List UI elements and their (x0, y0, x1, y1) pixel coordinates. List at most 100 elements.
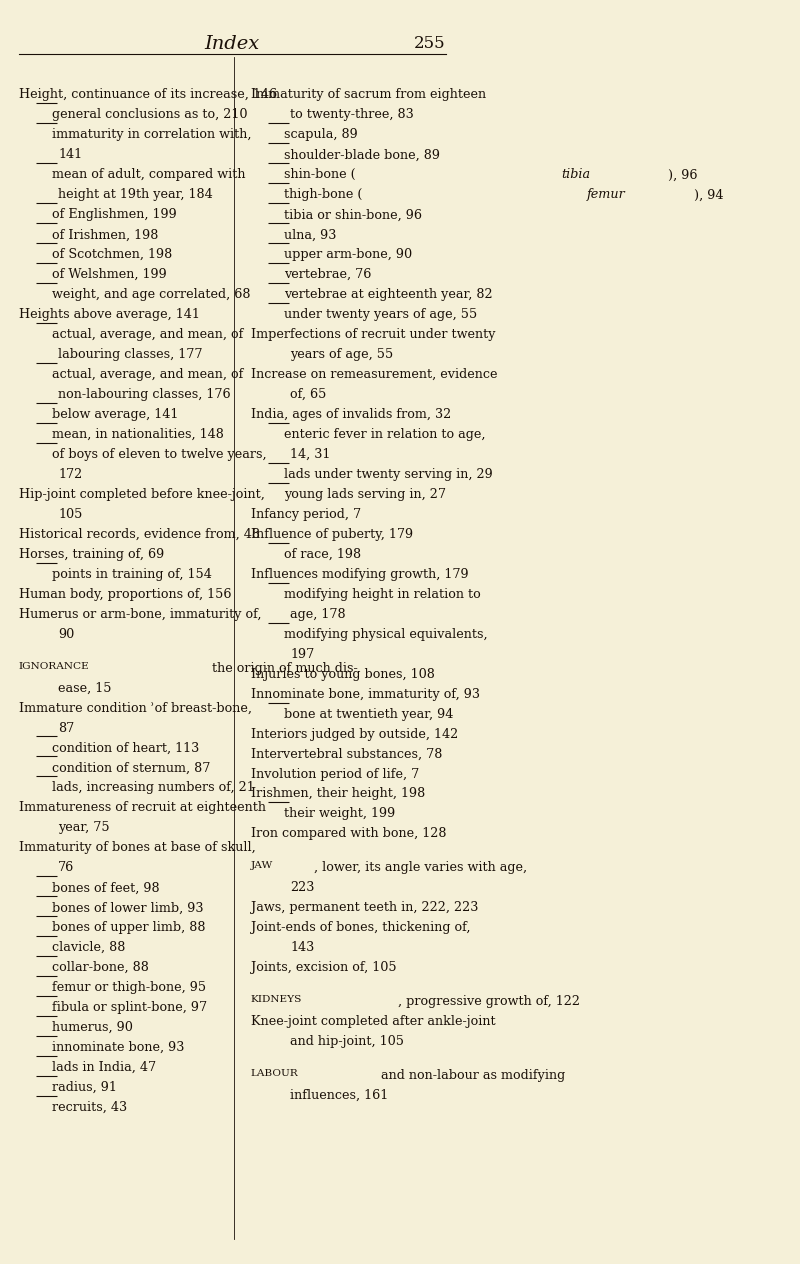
Text: , progressive growth of, 122: , progressive growth of, 122 (398, 995, 580, 1009)
Text: of Englishmen, 199: of Englishmen, 199 (52, 209, 177, 221)
Text: weight, and age correlated, 68: weight, and age correlated, 68 (52, 288, 250, 301)
Text: influences, 161: influences, 161 (290, 1090, 388, 1102)
Text: condition of heart, 113: condition of heart, 113 (52, 742, 199, 755)
Text: bones of lower limb, 93: bones of lower limb, 93 (52, 901, 203, 914)
Text: femur: femur (586, 188, 625, 201)
Text: 105: 105 (58, 508, 82, 521)
Text: height at 19th year, 184: height at 19th year, 184 (58, 188, 213, 201)
Text: Interiors judged by outside, 142: Interiors judged by outside, 142 (250, 728, 458, 741)
Text: Immaturity of sacrum from eighteen: Immaturity of sacrum from eighteen (250, 88, 486, 101)
Text: general conclusions as to, 210: general conclusions as to, 210 (52, 109, 247, 121)
Text: and hip-joint, 105: and hip-joint, 105 (290, 1035, 404, 1048)
Text: under twenty years of age, 55: under twenty years of age, 55 (284, 308, 478, 321)
Text: condition of sternum, 87: condition of sternum, 87 (52, 761, 210, 775)
Text: points in training of, 154: points in training of, 154 (52, 568, 212, 580)
Text: 87: 87 (58, 722, 74, 734)
Text: vertebrae at eighteenth year, 82: vertebrae at eighteenth year, 82 (284, 288, 493, 301)
Text: 172: 172 (58, 468, 82, 480)
Text: IGNORANCE: IGNORANCE (18, 661, 90, 671)
Text: 223: 223 (290, 881, 314, 895)
Text: shin-bone (: shin-bone ( (284, 168, 356, 181)
Text: 141: 141 (58, 148, 82, 162)
Text: of Scotchmen, 198: of Scotchmen, 198 (52, 248, 172, 262)
Text: of race, 198: of race, 198 (284, 547, 362, 561)
Text: Heights above average, 141: Heights above average, 141 (18, 308, 199, 321)
Text: of, 65: of, 65 (290, 388, 326, 401)
Text: mean of adult, compared with: mean of adult, compared with (52, 168, 246, 181)
Text: innominate bone, 93: innominate bone, 93 (52, 1042, 184, 1054)
Text: Humerus or arm-bone, immaturity of,: Humerus or arm-bone, immaturity of, (18, 608, 261, 621)
Text: fibula or splint-bone, 97: fibula or splint-bone, 97 (52, 1001, 207, 1014)
Text: upper arm-bone, 90: upper arm-bone, 90 (284, 248, 412, 262)
Text: Hip-joint completed before knee-joint,: Hip-joint completed before knee-joint, (18, 488, 265, 501)
Text: Imperfections of recruit under twenty: Imperfections of recruit under twenty (250, 329, 495, 341)
Text: of boys of eleven to twelve years,: of boys of eleven to twelve years, (52, 447, 266, 461)
Text: years of age, 55: years of age, 55 (290, 348, 394, 362)
Text: India, ages of invalids from, 32: India, ages of invalids from, 32 (250, 408, 451, 421)
Text: Influences modifying growth, 179: Influences modifying growth, 179 (250, 568, 468, 580)
Text: Irishmen, their height, 198: Irishmen, their height, 198 (250, 787, 425, 800)
Text: Knee-joint completed after ankle-joint: Knee-joint completed after ankle-joint (250, 1015, 495, 1028)
Text: bones of upper limb, 88: bones of upper limb, 88 (52, 921, 206, 934)
Text: Index: Index (205, 35, 260, 53)
Text: Joint-ends of bones, thickening of,: Joint-ends of bones, thickening of, (250, 921, 470, 934)
Text: clavicle, 88: clavicle, 88 (52, 942, 126, 954)
Text: Horses, training of, 69: Horses, training of, 69 (18, 547, 164, 561)
Text: actual, average, and mean, of: actual, average, and mean, of (52, 368, 243, 380)
Text: to twenty-three, 83: to twenty-three, 83 (290, 109, 414, 121)
Text: shoulder-blade bone, 89: shoulder-blade bone, 89 (284, 148, 440, 162)
Text: thigh-bone (: thigh-bone ( (284, 188, 362, 201)
Text: and non-labour as modifying: and non-labour as modifying (377, 1069, 565, 1082)
Text: recruits, 43: recruits, 43 (52, 1101, 127, 1114)
Text: ), 94: ), 94 (694, 188, 723, 201)
Text: ), 96: ), 96 (668, 168, 698, 181)
Text: lads in India, 47: lads in India, 47 (52, 1060, 156, 1074)
Text: bones of feet, 98: bones of feet, 98 (52, 881, 160, 895)
Text: Intervertebral substances, 78: Intervertebral substances, 78 (250, 747, 442, 761)
Text: Injuries to young bones, 108: Injuries to young bones, 108 (250, 667, 434, 680)
Text: of Welshmen, 199: of Welshmen, 199 (52, 268, 166, 281)
Text: , lower, its angle varies with age,: , lower, its angle varies with age, (314, 861, 527, 875)
Text: 143: 143 (290, 942, 314, 954)
Text: lads under twenty serving in, 29: lads under twenty serving in, 29 (284, 468, 493, 480)
Text: Immatureness of recruit at eighteenth: Immatureness of recruit at eighteenth (18, 801, 266, 814)
Text: lads, increasing numbers of, 21: lads, increasing numbers of, 21 (52, 781, 254, 795)
Text: Infancy period, 7: Infancy period, 7 (250, 508, 361, 521)
Text: labouring classes, 177: labouring classes, 177 (58, 348, 202, 362)
Text: Immature condition ʾof breast-bone,: Immature condition ʾof breast-bone, (18, 702, 251, 714)
Text: the origin of much dis-: the origin of much dis- (208, 661, 358, 675)
Text: ulna, 93: ulna, 93 (284, 229, 337, 241)
Text: their weight, 199: their weight, 199 (284, 808, 395, 820)
Text: immaturity in correlation with,: immaturity in correlation with, (52, 129, 251, 142)
Text: scapula, 89: scapula, 89 (284, 129, 358, 142)
Text: Innominate bone, immaturity of, 93: Innominate bone, immaturity of, 93 (250, 688, 480, 700)
Text: ease, 15: ease, 15 (58, 681, 111, 695)
Text: young lads serving in, 27: young lads serving in, 27 (284, 488, 446, 501)
Text: 76: 76 (58, 861, 74, 875)
Text: year, 75: year, 75 (58, 822, 110, 834)
Text: tibia: tibia (562, 168, 590, 181)
Text: tibia or shin-bone, 96: tibia or shin-bone, 96 (284, 209, 422, 221)
Text: Joints, excision of, 105: Joints, excision of, 105 (250, 961, 396, 975)
Text: KIDNEYS: KIDNEYS (250, 995, 302, 1004)
Text: modifying height in relation to: modifying height in relation to (284, 588, 481, 600)
Text: Immaturity of bones at base of skull,: Immaturity of bones at base of skull, (18, 842, 255, 854)
Text: mean, in nationalities, 148: mean, in nationalities, 148 (52, 428, 224, 441)
Text: radius, 91: radius, 91 (52, 1081, 117, 1095)
Text: actual, average, and mean, of: actual, average, and mean, of (52, 329, 243, 341)
Text: 14, 31: 14, 31 (290, 447, 330, 461)
Text: Influence of puberty, 179: Influence of puberty, 179 (250, 528, 413, 541)
Text: Height, continuance of its increase, 146: Height, continuance of its increase, 146 (18, 88, 277, 101)
Text: 197: 197 (290, 647, 314, 661)
Text: enteric fever in relation to age,: enteric fever in relation to age, (284, 428, 486, 441)
Text: below average, 141: below average, 141 (52, 408, 178, 421)
Text: non-labouring classes, 176: non-labouring classes, 176 (58, 388, 230, 401)
Text: humerus, 90: humerus, 90 (52, 1021, 133, 1034)
Text: age, 178: age, 178 (290, 608, 346, 621)
Text: modifying physical equivalents,: modifying physical equivalents, (284, 628, 488, 641)
Text: vertebrae, 76: vertebrae, 76 (284, 268, 371, 281)
Text: of Irishmen, 198: of Irishmen, 198 (52, 229, 158, 241)
Text: Jaws, permanent teeth in, 222, 223: Jaws, permanent teeth in, 222, 223 (250, 901, 478, 914)
Text: 90: 90 (58, 628, 74, 641)
Text: femur or thigh-bone, 95: femur or thigh-bone, 95 (52, 981, 206, 995)
